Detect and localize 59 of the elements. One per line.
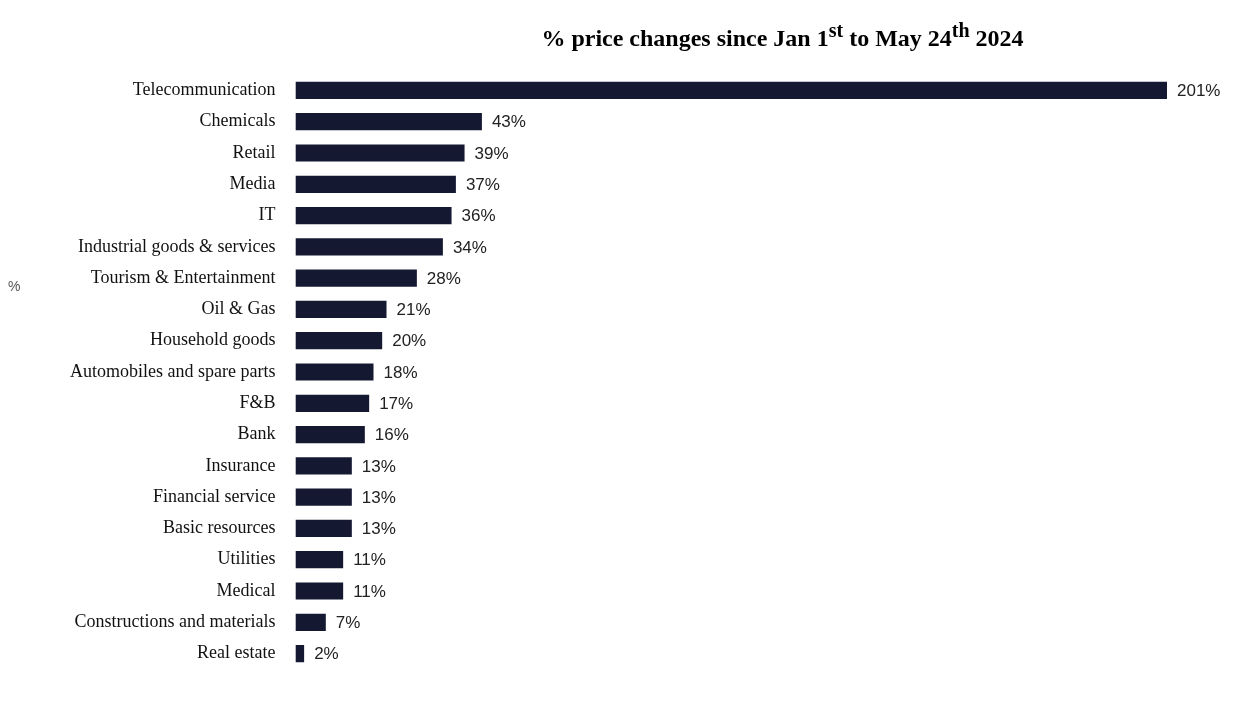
data-label: 13%: [361, 487, 396, 507]
bar: [295, 269, 417, 287]
bar: [295, 551, 344, 569]
data-label: 11%: [353, 550, 386, 570]
y-tick-label: Bank: [237, 423, 276, 444]
chart-title: % price changes since Jan 1$^{st}$ to May 24$^{th}$ 2024: [540, 18, 1025, 52]
data-label: 11%: [353, 581, 386, 601]
data-label: 2%: [314, 644, 339, 664]
y-tick-label: Telecommunication: [132, 79, 276, 100]
bar: [295, 613, 326, 631]
bar: [295, 175, 456, 193]
bar: [295, 363, 374, 381]
y-tick-label: Industrial goods & services: [77, 235, 276, 256]
data-label: 34%: [452, 237, 487, 257]
y-tick-label: Real estate: [196, 642, 276, 663]
data-label: 39%: [474, 143, 509, 163]
bar: [295, 81, 1167, 100]
bar: [295, 113, 482, 131]
data-label: 43%: [491, 112, 526, 132]
bar: [295, 488, 352, 506]
y-tick-label: Household goods: [149, 329, 276, 350]
y-tick-label: Retail: [232, 141, 276, 162]
text: %: [8, 278, 21, 294]
y-tick-label: Insurance: [205, 454, 276, 475]
y-tick-label: Constructions and materials: [74, 611, 276, 632]
data-label: 7%: [335, 612, 361, 632]
data-label: 20%: [392, 331, 427, 351]
data-label: 18%: [383, 362, 418, 382]
y-tick-label: Media: [229, 173, 276, 194]
data-label: 13%: [361, 519, 396, 539]
data-label: 28%: [426, 268, 461, 288]
bar: [295, 425, 365, 444]
y-tick-label: IT: [258, 204, 276, 225]
bar: [295, 332, 383, 350]
bar: [295, 300, 387, 319]
bar: [295, 582, 344, 600]
data-label: 37%: [465, 174, 500, 194]
y-tick-label: Automobiles and spare parts: [70, 360, 276, 381]
data-label: 21%: [396, 300, 431, 320]
y-tick-label: F&B: [239, 392, 276, 413]
y-tick-label: Medical: [216, 579, 276, 600]
bar: [295, 144, 465, 162]
data-label: 17%: [379, 393, 414, 413]
bar: [295, 519, 352, 538]
bar: [295, 457, 352, 475]
y-tick-label: Basic resources: [162, 517, 276, 538]
data-label: 201%: [1177, 81, 1221, 101]
data-label: 16%: [374, 425, 409, 445]
data-label: 36%: [461, 206, 496, 226]
y-tick-label: Financial service: [153, 485, 276, 506]
y-tick-label: Chemicals: [199, 110, 276, 131]
data-label: 13%: [361, 456, 396, 476]
y-tick-label: Tourism & Entertainment: [90, 266, 276, 287]
y-tick-label: Utilities: [217, 548, 276, 569]
bar: [295, 238, 443, 256]
y-tick-label: Oil & Gas: [201, 298, 276, 319]
bar: [295, 206, 452, 225]
bar: [295, 394, 370, 412]
bar: [295, 644, 305, 663]
